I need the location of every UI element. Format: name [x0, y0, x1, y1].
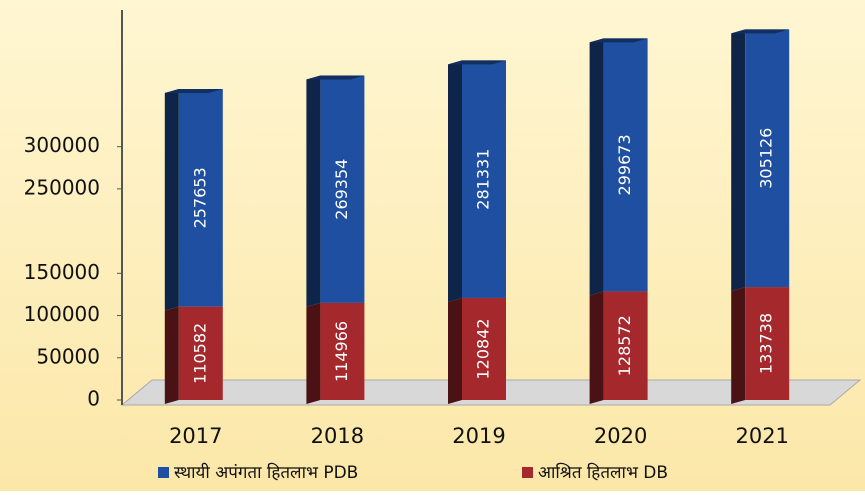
data-label: 299673: [615, 134, 634, 195]
bar-side: [589, 291, 604, 404]
bar: [320, 302, 365, 400]
y-tick-label: 0: [87, 387, 100, 411]
x-tick-label: 2020: [594, 424, 647, 448]
bar-side: [589, 38, 604, 296]
data-label: 257653: [190, 167, 209, 228]
y-tick-label: 300000: [24, 133, 100, 157]
data-label: 305126: [757, 128, 776, 189]
legend-label: आश्रित हितलाभ DB: [538, 462, 668, 483]
bar: [745, 29, 790, 288]
bar-side: [306, 75, 321, 307]
bar: [462, 60, 506, 298]
data-label: 133738: [757, 313, 776, 374]
data-label: 128572: [615, 315, 634, 376]
x-tick-label: 2019: [452, 424, 505, 448]
bar-side: [164, 89, 179, 311]
bar: [178, 306, 223, 400]
y-tick-label: 150000: [24, 260, 100, 284]
data-label: 110582: [190, 323, 209, 384]
legend-swatch: [522, 467, 533, 478]
bar-side: [731, 29, 746, 292]
data-label: 281331: [474, 149, 493, 210]
bar: [320, 75, 365, 303]
bar-top: [731, 29, 790, 34]
bar: [745, 287, 790, 400]
y-tick-label: 50000: [36, 344, 100, 368]
legend-label: स्थायी अपंगता हितलाभ PDB: [174, 462, 358, 483]
bar-side: [306, 302, 321, 404]
data-label: 269354: [332, 159, 351, 220]
x-tick-label: 2017: [169, 424, 222, 448]
bar-top: [306, 75, 365, 80]
bar-top: [589, 38, 648, 43]
bar-side: [164, 306, 179, 404]
y-tick-label: 100000: [24, 302, 100, 326]
bar: [603, 291, 648, 400]
bar-side: [448, 297, 462, 404]
x-tick-label: 2021: [735, 424, 788, 448]
bar-side: [448, 60, 462, 302]
data-label: 114966: [332, 321, 351, 382]
bar: [603, 38, 648, 292]
y-tick-label: 250000: [24, 175, 100, 199]
bar-side: [731, 287, 746, 404]
x-tick-label: 2018: [311, 424, 364, 448]
bar: [462, 297, 506, 400]
bar-top: [164, 89, 223, 94]
bar: [178, 89, 223, 307]
bar-top: [448, 60, 506, 65]
legend-swatch: [158, 467, 169, 478]
data-label: 120842: [474, 318, 493, 379]
